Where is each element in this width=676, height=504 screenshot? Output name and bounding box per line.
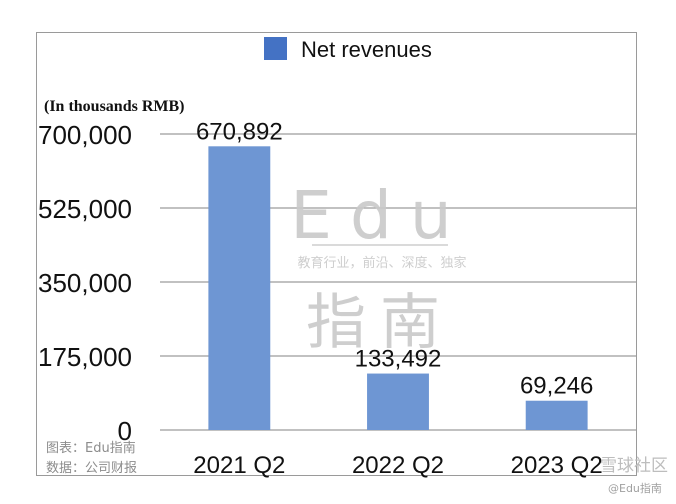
x-tick-label: 2022 Q2 [352, 452, 444, 479]
watermark-tagline: 教育行业，前沿、深度、独家 [297, 255, 466, 271]
watermark-brand-latin: Edu [290, 177, 469, 254]
bar [367, 373, 429, 430]
watermark-brand-chinese: 指南 [306, 288, 454, 358]
bar [208, 146, 271, 430]
data-labels: 670,892 133,492 69,246 [196, 118, 593, 399]
y-tick-label: 525,000 [38, 194, 132, 224]
bar-series [208, 146, 588, 430]
data-label: 670,892 [196, 118, 283, 145]
chart-frame [36, 32, 637, 476]
watermark: Edu 教育行业，前沿、深度、独家 指南 [290, 177, 469, 358]
chart-credit: 图表：Edu指南 [46, 440, 136, 456]
legend-swatch [264, 37, 287, 60]
y-tick-label: 700,000 [38, 120, 132, 150]
legend-label: Net revenues [301, 37, 432, 62]
y-tick-label: 0 [118, 416, 132, 446]
data-source: 数据：公司财报 [46, 461, 137, 476]
platform-watermark: 雪球社区 [600, 456, 668, 476]
x-tick-label: 2021 Q2 [193, 452, 285, 479]
legend: Net revenues [264, 37, 432, 62]
y-axis-title: (In thousands RMB) [44, 98, 184, 115]
platform-credit: @Edu指南 [608, 481, 662, 495]
x-axis-tick-labels: 2021 Q2 2022 Q2 2023 Q2 [193, 452, 602, 479]
y-tick-label: 175,000 [38, 342, 132, 372]
data-label: 69,246 [520, 373, 593, 400]
data-label: 133,492 [355, 346, 442, 373]
y-tick-label: 350,000 [38, 268, 132, 298]
y-axis-tick-labels: 0 175,000 350,000 525,000 700,000 [38, 120, 132, 446]
bar [525, 400, 588, 430]
x-tick-label: 2023 Q2 [511, 452, 603, 479]
